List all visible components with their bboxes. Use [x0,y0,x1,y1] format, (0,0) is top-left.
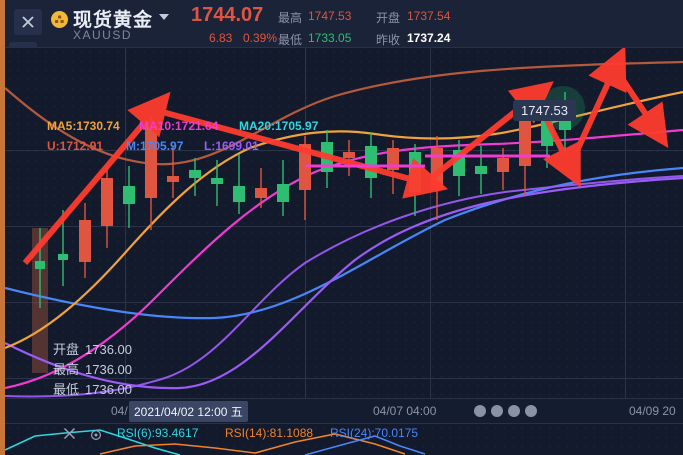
rsi-settings-button[interactable] [90,428,102,446]
boll-lower-line [5,176,683,390]
open-value: 1737.54 [407,9,451,23]
rsi24-line [304,435,426,455]
tooltip-open-label: 开盘 [53,342,80,357]
gridline-v [125,48,126,398]
candle [233,154,245,214]
price-change-percent: 0.39% [243,31,278,45]
boll-lower-readout: L:1699.01 [204,139,259,153]
low-label: 最低 [278,33,303,47]
rsi6-line [5,429,181,455]
tooltip-open-value: 1736.00 [85,342,133,357]
time-tick-mid: 04/07 04:00 [373,404,437,418]
gridline-v [305,48,306,398]
ma5-readout: MA5:1730.74 [47,119,120,133]
symbol-name: 现货黄金 [73,10,154,31]
ma20-readout: MA20:1705.97 [239,119,319,133]
gridline-h [5,150,683,151]
tooltip-high-label: 最高 [53,362,80,377]
candle [211,160,223,206]
gridline-v [430,48,431,398]
close-icon [22,16,34,28]
rsi-close-button[interactable] [63,427,76,445]
symbol-avatar [51,11,68,28]
boll-mid-readout: M:1705.97 [126,139,184,153]
time-tick-left: 04/ [111,404,128,418]
gridline-h [5,378,683,379]
tooltip-low-value: 1736.00 [85,382,133,397]
rsi-series-layer [5,429,426,455]
price-chart[interactable]: MA5:1730.74 MA10:1721.64 MA20:1705.97 U:… [5,48,683,398]
gold-bars-icon [55,15,64,23]
low-value: 1733.05 [308,31,352,45]
loading-dot [525,405,537,417]
tooltip-high-value: 1736.00 [85,362,133,377]
gear-icon [90,429,102,441]
loading-dot [491,405,503,417]
tooltip-low-label: 最低 [53,382,80,397]
candle [475,146,487,194]
rsi14-readout: RSI(14):81.1088 [225,426,314,440]
time-axis[interactable]: 04/ 04/07 04:00 04/09 20 2021/04/02 12:0… [5,398,683,424]
symbol-dropdown-caret-icon[interactable] [159,14,169,20]
ma10-readout: MA10:1721.64 [139,119,219,133]
candle [497,148,509,190]
time-tick-right: 04/09 20 [629,404,676,418]
quote-header: 现货黄金 XAUUSD 1744.07 6.83 0.39% 最高 1747.5… [5,0,683,48]
left-orange-rail [0,0,5,455]
high-value: 1747.53 [308,9,352,23]
rsi6-readout: RSI(6):93.4617 [117,426,199,440]
last-price: 1744.07 [191,4,264,26]
close-icon [63,427,76,440]
high-label: 最高 [278,11,303,25]
loading-dot [508,405,520,417]
candle [453,140,465,196]
candle [255,168,267,208]
boll-upper-readout: U:1712.91 [47,139,104,153]
price-change: 6.83 [209,31,233,45]
price-marker-label: 1747.53 [513,100,576,121]
prev-close-label: 昨收 [376,33,401,47]
candle [343,140,355,176]
open-label: 开盘 [376,11,401,25]
candle [277,160,289,216]
boll-upper-line [5,60,683,166]
loading-dot [474,405,486,417]
candle [145,116,157,230]
rsi-panel[interactable]: RSI(6):93.4617 RSI(14):81.1088 RSI(24):7… [5,424,683,455]
loading-indicator [474,405,537,417]
gridline-h [5,302,683,303]
prev-close-value: 1737.24 [407,31,451,45]
rsi24-readout: RSI(24):70.0175 [330,426,419,440]
candle [167,146,179,198]
candle [123,166,135,228]
close-button[interactable] [14,9,42,35]
chart-series-layer [5,48,683,398]
crosshair-time-label: 2021/04/02 12:00 五 [129,401,248,422]
candle [101,166,113,248]
rsi14-line [99,433,406,455]
candle [79,203,91,278]
candle [189,158,201,196]
gridline-v [625,48,626,398]
symbol-code: XAUUSD [73,28,133,42]
gridline-h [5,226,683,227]
